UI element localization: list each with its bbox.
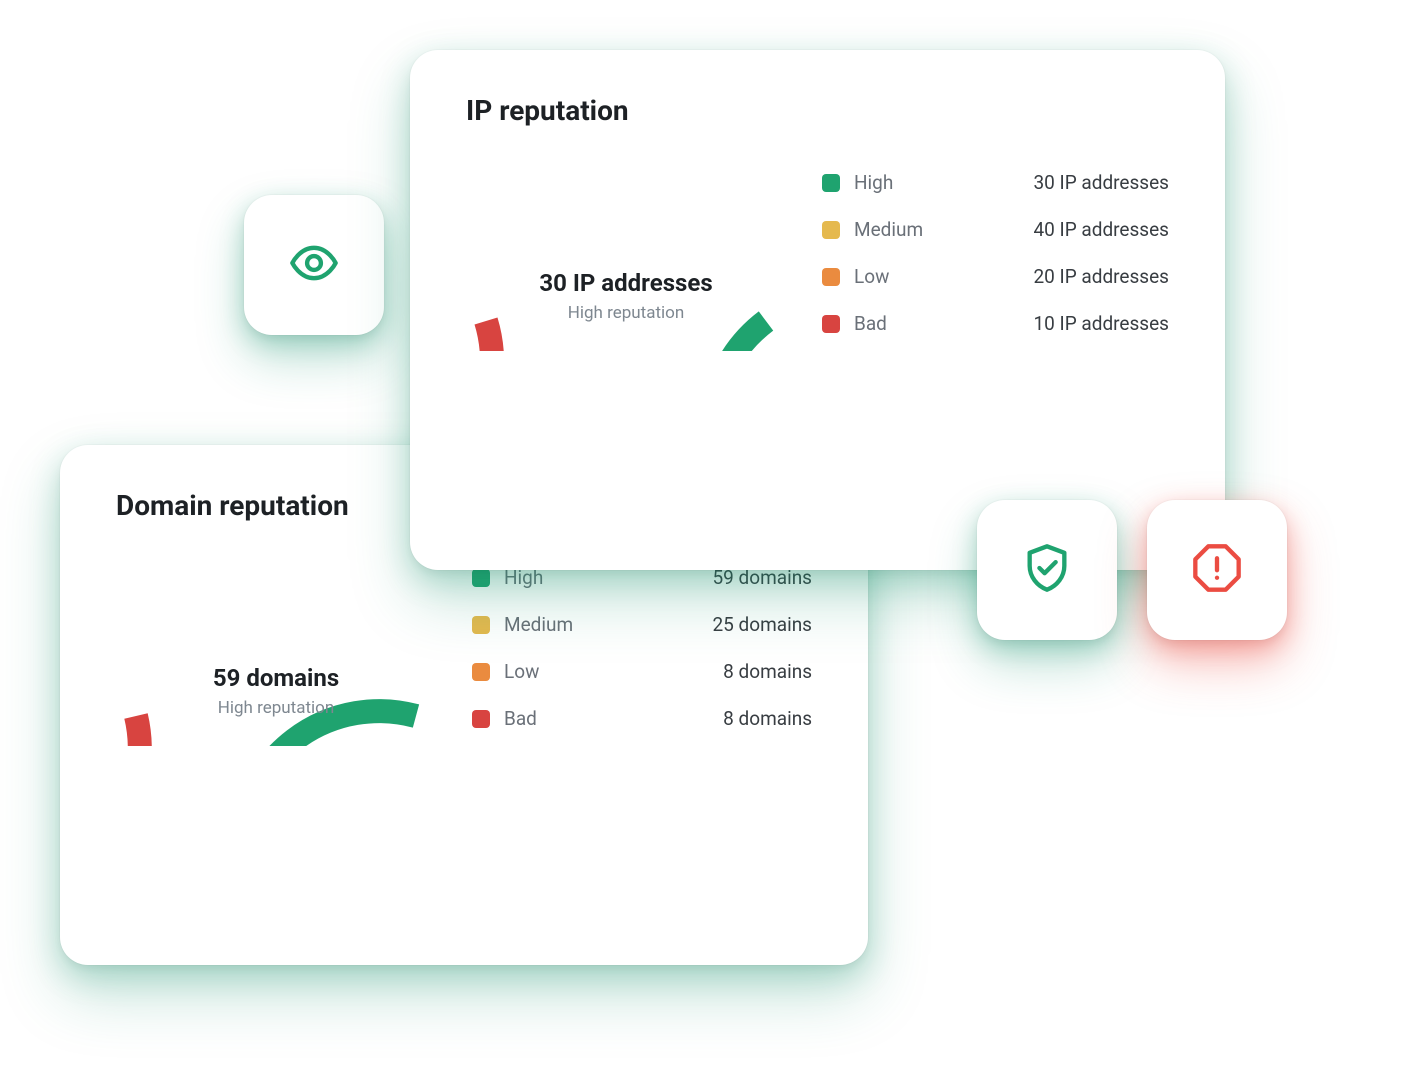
legend-label: Low	[854, 265, 889, 288]
legend-value: 30 IP addresses	[1033, 171, 1169, 194]
legend-swatch	[822, 268, 840, 286]
shield-tile	[977, 500, 1117, 640]
legend-label: Medium	[854, 218, 923, 241]
legend-swatch	[822, 315, 840, 333]
legend-row-medium: Medium 40 IP addresses	[822, 206, 1169, 253]
legend-value: 8 domains	[723, 707, 812, 730]
legend-value: 25 domains	[712, 613, 812, 636]
gauge-center-value: 30 IP addresses	[466, 269, 786, 297]
legend-value: 40 IP addresses	[1033, 218, 1169, 241]
card-title: IP reputation	[410, 50, 1225, 151]
eye-tile	[244, 195, 384, 335]
legend-label: High	[854, 171, 893, 194]
legend-value: 20 IP addresses	[1033, 265, 1169, 288]
alert-tile	[1147, 500, 1287, 640]
legend-label: Bad	[854, 312, 887, 335]
legend-label: Low	[504, 660, 539, 683]
legend-label: Bad	[504, 707, 537, 730]
legend-row-medium: Medium 25 domains	[472, 601, 812, 648]
gauge-center-sub: High reputation	[466, 303, 786, 323]
domain-gauge: 59 domains High reputation	[116, 546, 436, 746]
ip-legend: High 30 IP addresses Medium 40 IP addres…	[822, 151, 1169, 347]
legend-label: Medium	[504, 613, 573, 636]
eye-icon	[288, 237, 340, 293]
legend-swatch	[472, 616, 490, 634]
gauge-center-value: 59 domains	[116, 664, 436, 692]
legend-value: 10 IP addresses	[1033, 312, 1169, 335]
legend-row-high: High 30 IP addresses	[822, 159, 1169, 206]
legend-row-low: Low 8 domains	[472, 648, 812, 695]
octagon-alert-icon	[1191, 542, 1243, 598]
legend-swatch	[472, 710, 490, 728]
domain-legend: High 59 domains Medium 25 domains Low	[472, 546, 812, 742]
gauge-center-sub: High reputation	[116, 698, 436, 718]
legend-swatch	[822, 174, 840, 192]
legend-swatch	[472, 569, 490, 587]
legend-swatch	[822, 221, 840, 239]
ip-reputation-card: IP reputation 30 IP addresses High reput…	[410, 50, 1225, 570]
legend-swatch	[472, 663, 490, 681]
legend-row-low: Low 20 IP addresses	[822, 253, 1169, 300]
ip-gauge: 30 IP addresses High reputation	[466, 151, 786, 351]
legend-row-bad: Bad 8 domains	[472, 695, 812, 742]
shield-check-icon	[1021, 542, 1073, 598]
legend-value: 8 domains	[723, 660, 812, 683]
legend-row-bad: Bad 10 IP addresses	[822, 300, 1169, 347]
